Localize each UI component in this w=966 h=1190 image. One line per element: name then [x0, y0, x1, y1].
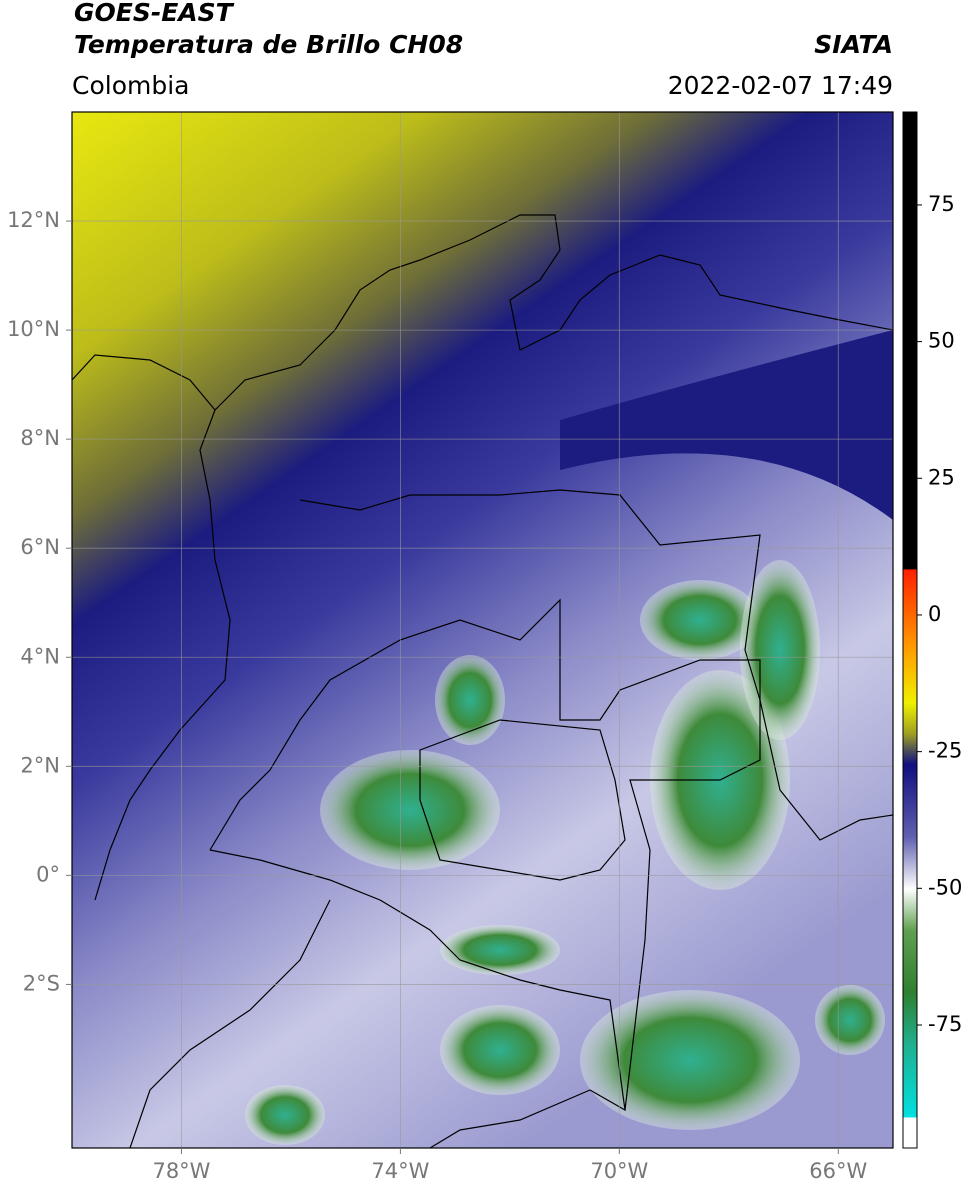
y-tick-label: 6°N: [20, 535, 60, 559]
colorbar-tick-label: 0: [928, 602, 941, 626]
cloud-band: [560, 330, 893, 520]
y-tick-label: 10°N: [7, 317, 60, 341]
map-frame: [71, 111, 894, 1149]
coastline: [94, 409, 231, 901]
border: [209, 849, 626, 1148]
y-tick-label: 2°S: [23, 971, 60, 995]
cloud: [245, 1085, 325, 1145]
cloud: [435, 655, 505, 745]
cloud: [740, 560, 820, 740]
subtitle: Temperatura de Brillo CH08: [74, 30, 463, 59]
x-tick-label: 70°W: [590, 1159, 648, 1183]
y-tick-label: 0°: [36, 862, 60, 886]
cloud: [320, 750, 500, 870]
colorbar-tick-label: -50: [928, 875, 962, 899]
cloud: [640, 580, 760, 660]
border: [419, 719, 626, 881]
satellite-image: [72, 112, 893, 1148]
border: [129, 899, 331, 1148]
cloud: [440, 925, 560, 975]
region: Colombia: [72, 71, 189, 100]
colorbar-tick-label: -25: [928, 739, 962, 763]
cloud: [580, 990, 800, 1130]
cloud: [440, 1005, 560, 1095]
y-tick-label: 2°N: [20, 753, 60, 777]
grid: [72, 112, 893, 1148]
border: [209, 598, 761, 1111]
cloud: [815, 985, 885, 1055]
y-tick-label: 8°N: [20, 426, 60, 450]
source: SIATA: [814, 30, 893, 59]
colorbar-tick-label: 25: [928, 465, 955, 489]
colorbar-tick-label: -75: [928, 1012, 962, 1036]
y-tick-label: 12°N: [7, 208, 60, 232]
colorbar-tick-label: 50: [928, 329, 955, 353]
x-tick-label: 78°W: [152, 1159, 210, 1183]
datetime: 2022-02-07 17:49: [668, 71, 893, 100]
x-tick-label: 66°W: [809, 1159, 867, 1183]
colorbar: [902, 111, 918, 1149]
y-tick-label: 4°N: [20, 644, 60, 668]
title: GOES-EAST: [74, 0, 235, 27]
x-tick-label: 74°W: [371, 1159, 429, 1183]
border: [299, 489, 893, 841]
colorbar-tick-label: 75: [928, 192, 955, 216]
coastline: [72, 214, 893, 411]
